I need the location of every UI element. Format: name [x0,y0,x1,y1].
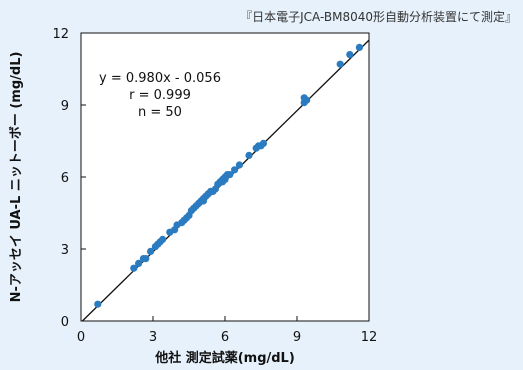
data-point [235,161,243,169]
data-point [231,166,239,174]
y-axis-label: N-アッセイ UA-L ニットーボー (mg/dL) [8,52,24,303]
stat-r: r = 0.999 [129,88,191,103]
data-points [81,39,370,322]
x-tick-label: 0 [77,330,85,345]
y-tick-label: 12 [52,27,69,42]
data-point [159,235,167,243]
y-tick-label: 6 [61,171,69,186]
data-point [135,259,143,267]
data-point [130,264,138,272]
data-point [300,94,308,102]
data-point [355,43,363,52]
data-point [336,60,344,68]
x-tick-label: 12 [361,330,378,345]
data-point [183,214,191,222]
data-point [346,51,354,59]
data-point [221,173,229,181]
data-point [154,240,162,248]
data-point [245,151,253,159]
axis-ticks: 0 3 6 9 12 0 3 6 9 12 [52,27,377,345]
data-point [173,221,181,229]
y-tick-label: 0 [61,315,69,330]
x-axis-label: 他社 測定試薬(mg/dL) [154,350,295,366]
x-tick-label: 9 [293,330,301,345]
measurement-note: 『日本電子JCA-BM8040形自動分析装置にて測定』 [240,10,517,24]
stat-equation: y = 0.980x - 0.056 [99,71,221,86]
data-point [147,247,155,255]
x-tick-label: 3 [149,330,157,345]
stat-n: n = 50 [138,105,182,120]
x-tick-label: 6 [221,330,229,345]
data-point [199,197,207,205]
data-point [255,142,263,150]
data-point [94,300,102,308]
y-tick-label: 9 [61,99,69,114]
data-point [142,255,150,263]
y-tick-label: 3 [61,243,69,258]
